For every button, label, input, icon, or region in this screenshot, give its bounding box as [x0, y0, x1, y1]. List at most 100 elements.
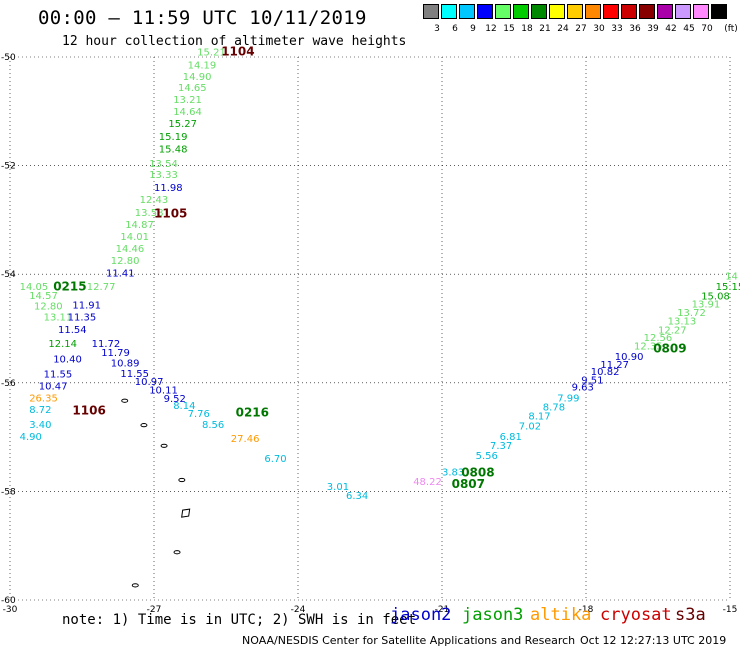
swh-value-label: 15.08: [701, 292, 730, 303]
scale-swatch: [693, 4, 709, 19]
scale-swatch: [603, 4, 619, 19]
scale-swatch: [585, 4, 601, 19]
pass-time-label: 0807: [452, 477, 485, 491]
scale-label: 24: [557, 24, 569, 34]
swh-value-label: 6.34: [346, 491, 368, 502]
scale-swatch: [549, 4, 565, 19]
scale-swatch: [621, 4, 637, 19]
scale-swatch: [657, 4, 673, 19]
scale-label: 45: [683, 24, 695, 34]
island-outline: [178, 477, 186, 483]
swh-value-label: 4.90: [20, 432, 42, 443]
swh-value-label: 9.52: [164, 394, 186, 405]
swh-value-label: 11.55: [120, 369, 149, 380]
scale-label: 15: [503, 24, 515, 34]
legend-altika: altika: [530, 605, 592, 625]
swh-value-label: 3.40: [29, 420, 51, 431]
swh-value-label: 11.27: [600, 360, 629, 371]
page-title: 00:00 – 11:59 UTC 10/11/2019: [38, 7, 367, 29]
swh-value-label: 13.72: [677, 308, 706, 319]
swh-value-label: 8.17: [528, 412, 550, 423]
scale-label: 39: [647, 24, 659, 34]
swh-value-label: 14.19: [188, 60, 217, 71]
legend-jason2: jason2: [390, 605, 452, 625]
lat-tick-label: -52: [1, 162, 16, 172]
swh-value-label: 11.79: [101, 348, 130, 359]
scale-swatch: [441, 4, 457, 19]
swh-value-label: 12.43: [140, 195, 169, 206]
scale-label: 36: [629, 24, 641, 34]
credit-line: NOAA/NESDIS Center for Satellite Applica…: [242, 634, 576, 647]
lat-tick-label: -58: [1, 487, 16, 497]
scale-swatch: [675, 4, 691, 19]
swh-value-label: 8.56: [202, 420, 224, 431]
swh-value-label: 13.54: [149, 159, 178, 170]
swh-value-label: 7.02: [519, 421, 541, 432]
swh-value-label: 14.57: [29, 291, 58, 302]
island-outline: [131, 583, 139, 588]
scale-label: 33: [611, 24, 623, 34]
scale-swatch: [639, 4, 655, 19]
scale-label: 18: [521, 24, 533, 34]
swh-value-label: 12.14: [48, 339, 77, 350]
swh-value-label: 7.99: [557, 393, 579, 404]
swh-value-label: 9.51: [581, 375, 603, 386]
swh-value-label: 9.63: [572, 382, 594, 393]
swh-value-label: 11.72: [92, 339, 121, 350]
swh-value-label: 12.80: [34, 301, 63, 312]
lat-tick-label: -50: [1, 53, 16, 63]
swh-value-label: 13.21: [173, 95, 202, 106]
swh-value-label: 8.72: [29, 405, 51, 416]
swh-value-label: 14.87: [125, 220, 154, 231]
scale-label: 70: [701, 24, 713, 34]
pass-time-label: 0216: [236, 405, 269, 419]
swh-value-label: 13.91: [692, 299, 721, 310]
scale-swatch: [423, 4, 439, 19]
legend-jason3: jason3: [462, 605, 524, 625]
scale-label: 42: [665, 24, 677, 34]
lon-tick-label: -18: [579, 605, 594, 615]
page-subtitle: 12 hour collection of altimeter wave hei…: [62, 34, 407, 49]
swh-value-label: 11.54: [58, 325, 87, 336]
scale-label: 30: [593, 24, 605, 34]
lon-tick-label: -24: [291, 605, 306, 615]
swh-value-label: 12.56: [644, 333, 673, 344]
legend-cryosat: cryosat: [600, 605, 672, 625]
swh-value-label: 13.33: [149, 170, 178, 181]
swh-value-label: 14.01: [120, 232, 149, 243]
swh-value-label: 12.80: [111, 256, 140, 267]
lon-tick-label: -27: [147, 605, 162, 615]
pass-time-label: 1105: [154, 207, 187, 221]
swh-value-label: 10.40: [53, 355, 82, 366]
legend-s3a: s3a: [675, 605, 706, 625]
scale-label: 27: [575, 24, 587, 34]
scale-label: 21: [539, 24, 551, 34]
swh-value-label: 3.83: [442, 468, 464, 479]
scale-unit: (ft): [724, 24, 738, 34]
swh-value-label: 14.46: [116, 244, 145, 255]
swh-value-label: 11.35: [68, 312, 97, 323]
pass-time-label: 0215: [53, 279, 86, 293]
generated-timestamp: Oct 12 12:27:13 UTC 2019: [580, 634, 727, 647]
swh-value-label: 14: [725, 272, 738, 283]
pass-time-label: 0808: [461, 466, 494, 480]
swh-value-label: 13.11: [44, 312, 73, 323]
footer-note: note: 1) Time is in UTC; 2) SWH is in fe…: [62, 612, 417, 628]
scale-swatch: [567, 4, 583, 19]
pass-time-label: 1104: [221, 44, 254, 58]
swh-value-label: 15.21: [197, 47, 226, 58]
swh-value-label: 12.27: [658, 325, 687, 336]
lat-tick-label: -60: [1, 596, 16, 606]
swh-value-label: 10.89: [111, 359, 140, 370]
swh-value-label: 15.15: [716, 282, 740, 293]
swh-value-label: 11.98: [154, 183, 183, 194]
swh-value-label: 12.35: [634, 342, 663, 353]
swh-value-label: 14.05: [20, 282, 49, 293]
swh-value-label: 13.58: [135, 208, 164, 219]
scale-swatch: [513, 4, 529, 19]
scale-label: 12: [485, 24, 497, 34]
lat-tick-label: -54: [1, 270, 16, 280]
island-outline: [181, 508, 191, 518]
swh-value-label: 11.91: [72, 300, 101, 311]
